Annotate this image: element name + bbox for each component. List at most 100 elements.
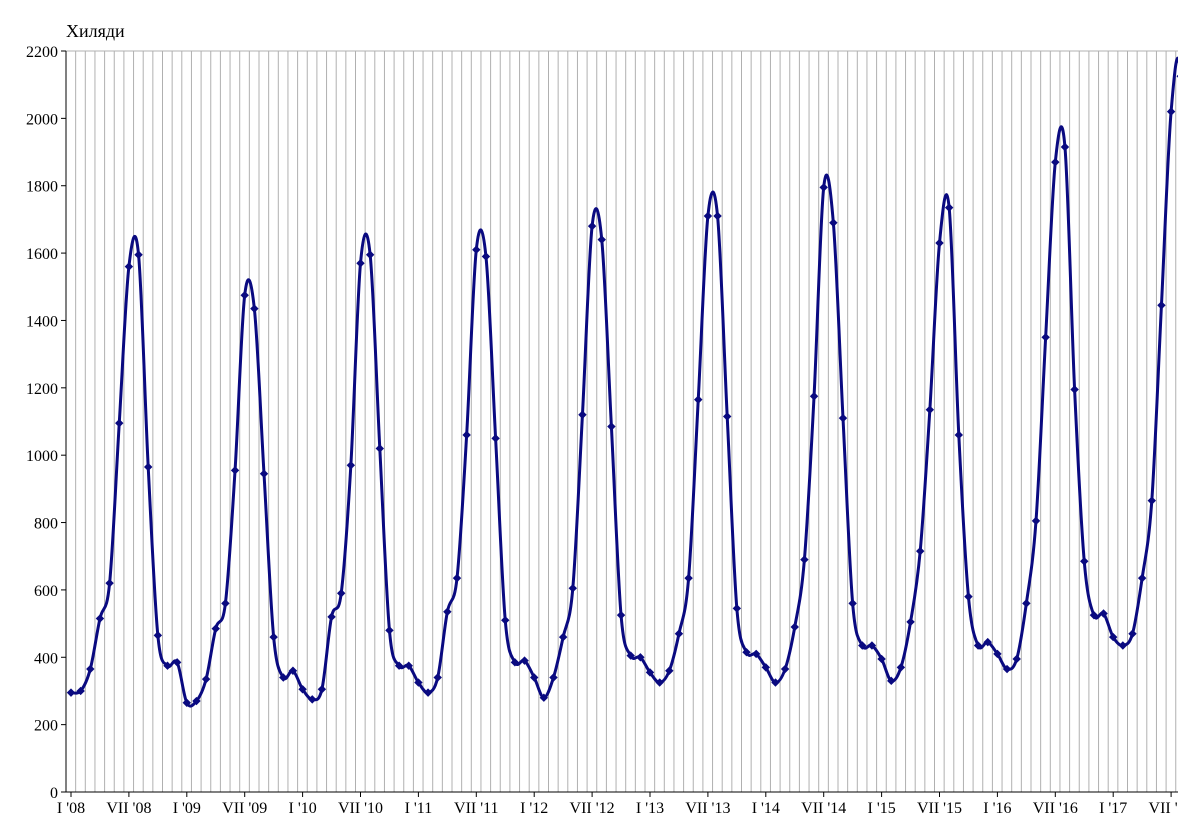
data-point [751, 649, 761, 659]
y-tick-label: 1200 [26, 381, 58, 398]
y-tick-label: 1400 [26, 313, 58, 330]
data-point [887, 676, 896, 686]
x-tick-label: VII '08 [106, 800, 151, 817]
data-point [443, 607, 452, 617]
data-point [86, 664, 95, 674]
data-point [172, 658, 182, 667]
data-point [124, 262, 134, 271]
data-point [520, 656, 529, 665]
data-point [1166, 107, 1176, 116]
data-point [472, 245, 481, 254]
data-point [954, 430, 964, 440]
y-tick-label: 600 [34, 583, 58, 600]
series-group [66, 56, 1178, 708]
axes [61, 50, 1178, 797]
x-tick-label: I '15 [867, 800, 895, 817]
data-point [1022, 599, 1031, 608]
data-point [665, 666, 674, 675]
data-point [636, 653, 645, 662]
y-tick-label: 200 [34, 718, 58, 735]
data-point [1070, 385, 1079, 394]
data-point [240, 290, 249, 300]
x-tick-label: VII '17 [1149, 800, 1178, 817]
x-tick-label: VII '09 [222, 800, 267, 817]
data-point [549, 673, 558, 682]
y-tick-label: 1800 [26, 179, 58, 196]
x-tick-label: VII '12 [570, 800, 615, 817]
data-point [365, 250, 375, 259]
x-tick-label: VII '15 [917, 800, 962, 817]
data-point [703, 211, 713, 221]
data-point [896, 663, 906, 672]
data-point [568, 584, 578, 593]
data-point [800, 555, 809, 564]
data-point [115, 418, 124, 428]
y-tick-label: 800 [34, 516, 58, 533]
data-point [336, 589, 346, 598]
y-tick-label: 1000 [26, 448, 58, 465]
data-point [925, 405, 935, 414]
x-tick-label: VII '10 [338, 800, 383, 817]
data-point [404, 661, 413, 670]
data-point [163, 661, 172, 670]
data-point [230, 466, 240, 475]
data-point [1089, 610, 1099, 620]
data-point [771, 678, 780, 687]
data-point [539, 693, 549, 702]
data-point [829, 218, 838, 227]
data-point [578, 410, 587, 419]
data-point [1137, 573, 1147, 583]
data-point [317, 685, 327, 694]
data-point [858, 641, 867, 650]
data-point [819, 183, 828, 192]
data-point [780, 664, 790, 674]
data-point [722, 412, 732, 421]
data-point [221, 599, 230, 608]
gridlines [65, 51, 1177, 792]
x-tick-label: I '10 [288, 800, 316, 817]
data-point [95, 614, 105, 623]
data-point [76, 686, 85, 696]
data-point [694, 395, 703, 404]
x-tick-labels: I '08 VII '08 I '09 VII '09 I '10 VII '10 I '1… [57, 800, 1178, 817]
x-tick-label: VII '13 [685, 800, 730, 817]
data-point [742, 648, 751, 657]
data-point [269, 632, 278, 642]
data-point [250, 304, 259, 313]
data-point [607, 422, 616, 431]
data-point [192, 696, 201, 706]
data-point [1128, 629, 1137, 638]
data-point [1147, 496, 1157, 505]
x-tick-label: I '17 [1099, 800, 1127, 817]
data-point [558, 632, 568, 642]
data-point [906, 617, 915, 627]
data-point [1031, 516, 1041, 526]
data-point [279, 673, 288, 682]
data-point [1002, 664, 1012, 674]
data-point [713, 211, 722, 221]
data-point [626, 651, 635, 660]
data-point [66, 688, 76, 697]
data-point [201, 674, 211, 684]
data-point [153, 631, 163, 640]
y-axis-title: Хиляди [66, 21, 125, 41]
data-point [964, 592, 973, 601]
data-point [452, 573, 462, 583]
data-point [211, 624, 220, 633]
data-point [1108, 632, 1118, 642]
data-point [973, 641, 983, 650]
x-tick-label: I '13 [636, 800, 664, 817]
data-point [423, 688, 433, 697]
data-point [510, 658, 520, 667]
data-point [1041, 333, 1050, 342]
data-point [1051, 157, 1060, 167]
y-tick-label: 0 [50, 785, 58, 802]
data-point [143, 462, 153, 472]
data-point [288, 666, 298, 675]
data-point [944, 203, 954, 212]
data-point [481, 252, 491, 261]
data-point [1118, 641, 1128, 650]
data-point [1080, 557, 1089, 566]
data-point [674, 629, 684, 638]
data-point [1060, 142, 1070, 152]
